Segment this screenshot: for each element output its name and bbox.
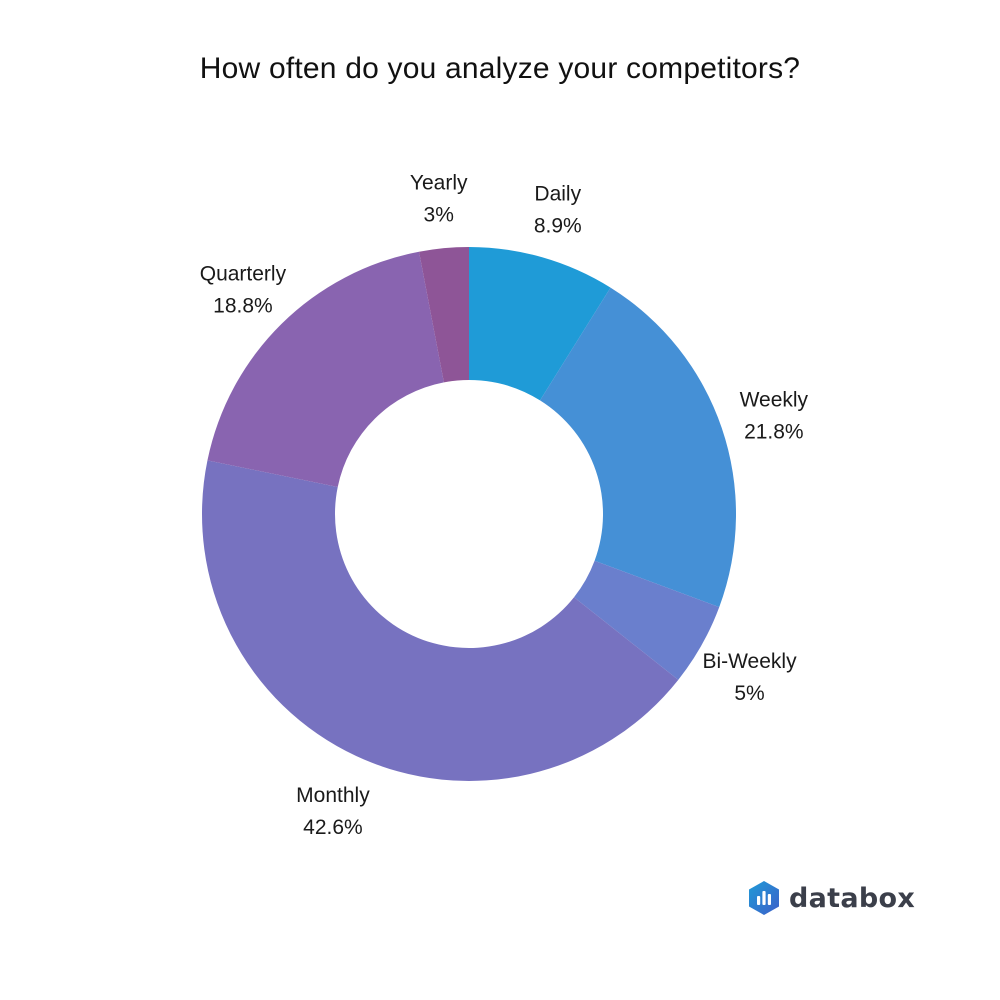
slice-value-bi-weekly: 5% (734, 682, 764, 705)
slice-label-yearly: Yearly (410, 171, 468, 194)
slice-value-monthly: 42.6% (303, 816, 363, 839)
donut-slices (202, 247, 737, 781)
slice-label-monthly: Monthly (296, 784, 370, 807)
logo-text: databox (789, 882, 916, 914)
slice-label-quarterly: Quarterly (200, 263, 287, 286)
slice-label-weekly: Weekly (740, 388, 809, 411)
slice-bi-weekly (574, 560, 720, 680)
slice-label-bi-weekly: Bi-Weekly (702, 650, 797, 673)
slice-labels: Daily 8.9% Weekly 21.8% Bi-Weekly 5% Monthly 42… (200, 171, 809, 838)
slice-quarterly (207, 251, 444, 488)
slice-weekly (540, 287, 737, 608)
slice-value-daily: 8.9% (534, 214, 582, 237)
chart-title: How often do you analyze your competitor… (199, 52, 801, 85)
slice-value-yearly: 3% (424, 203, 454, 226)
slice-monthly (202, 460, 679, 781)
databox-logo: databox (748, 878, 915, 918)
slice-value-weekly: 21.8% (744, 420, 804, 443)
databox-logo-icon (749, 881, 779, 915)
slice-yearly (419, 247, 469, 383)
slice-label-daily: Daily (534, 182, 581, 205)
slice-value-quarterly: 18.8% (213, 295, 273, 318)
slice-daily (469, 247, 611, 401)
